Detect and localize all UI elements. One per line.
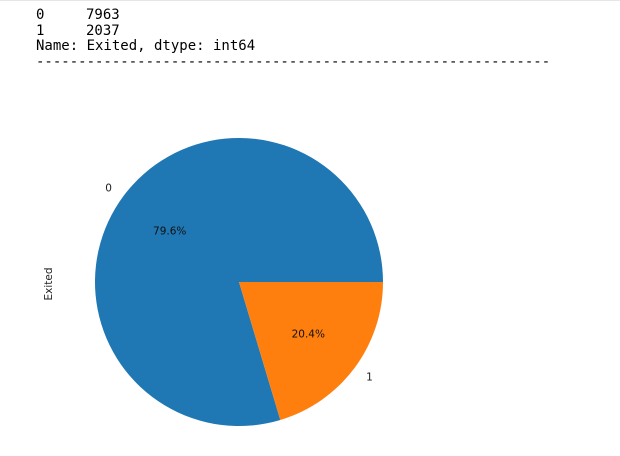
value-counts-key: 0	[36, 7, 45, 23]
value-counts-row: 0 7963	[36, 7, 550, 24]
value-counts-row: 1 2037	[36, 22, 550, 40]
cell-top-border	[0, 0, 620, 1]
value-counts-key: 1	[36, 22, 45, 39]
cell-output-text: 0 7963 1 2037 Name: Exited, dtype: int64 ----…	[36, 7, 551, 70]
pie-slice-1	[239, 282, 383, 420]
y-axis-label: Exited	[43, 267, 55, 300]
pie-percent-label: 20.4%	[292, 329, 325, 341]
pie-labels: 0 79.6% 1 20.4%	[105, 182, 373, 383]
series-meta-line: Name: Exited, dtype: int64	[36, 38, 256, 54]
separator-line: ----------------------------------------…	[36, 53, 551, 70]
pie-slice-0	[94, 137, 384, 426]
pie-category-label: 0	[105, 182, 112, 194]
pie-slices	[94, 137, 384, 426]
value-counts-value: 7963	[86, 7, 120, 23]
value-counts-value: 2037	[86, 22, 120, 39]
pie-percent-label: 79.6%	[153, 225, 186, 237]
pie-category-label: 1	[366, 372, 373, 384]
